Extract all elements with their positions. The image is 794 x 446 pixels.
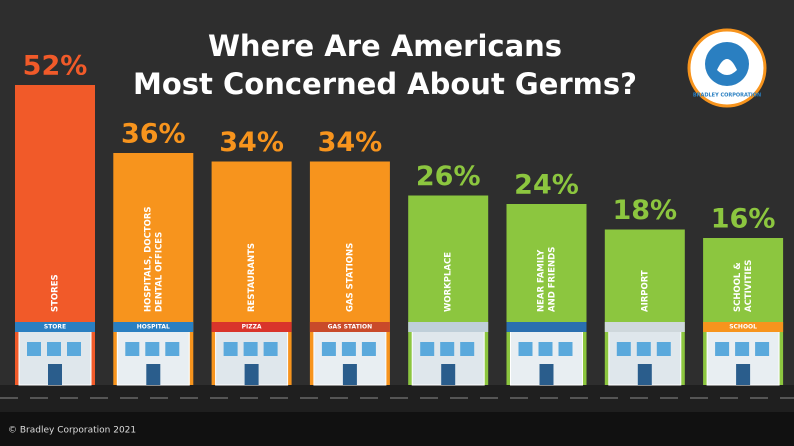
value-label: 52% <box>23 51 88 82</box>
category-label: SCHOOL & <box>733 262 743 312</box>
window <box>420 342 435 356</box>
window <box>636 342 651 356</box>
logo-text: BRADLEY CORPORATION <box>693 93 761 99</box>
building-roof <box>15 322 95 332</box>
door <box>539 364 554 385</box>
building-roof <box>113 322 194 332</box>
window <box>715 342 730 356</box>
door <box>146 364 161 385</box>
window <box>165 342 180 356</box>
value-label: 26% <box>416 161 481 192</box>
building-roof <box>703 322 784 332</box>
category-label: AND FRIENDS <box>548 247 558 312</box>
building-label: PIZZA <box>242 324 262 331</box>
building-roof <box>604 322 685 332</box>
window <box>518 342 533 356</box>
window <box>361 342 376 356</box>
value-label: 16% <box>711 204 776 235</box>
category-label: WORKPLACE <box>444 252 454 312</box>
window <box>243 342 258 356</box>
building-roof <box>506 322 587 332</box>
window <box>538 342 553 356</box>
category-label: GAS STATIONS <box>345 243 355 312</box>
window <box>341 342 356 356</box>
window <box>440 342 455 356</box>
window <box>321 342 336 356</box>
window <box>125 342 140 356</box>
category-label: HOSPITALS, DOCTORS <box>143 206 153 312</box>
window <box>145 342 160 356</box>
building-roof <box>408 322 489 332</box>
category-label: DENTAL OFFICES <box>154 232 164 312</box>
category-label: NEAR FAMILY <box>537 249 547 312</box>
value-label: 24% <box>514 170 579 201</box>
window <box>656 342 671 356</box>
window <box>735 342 750 356</box>
building-roof <box>211 322 292 332</box>
door <box>637 364 652 385</box>
value-label: 34% <box>219 127 284 158</box>
logo: BRADLEY CORPORATION <box>687 28 767 108</box>
window <box>67 342 81 356</box>
window <box>47 342 61 356</box>
chart-title: Most Concerned About Germs? <box>133 67 637 101</box>
window <box>27 342 41 356</box>
window <box>263 342 278 356</box>
door <box>48 364 62 385</box>
building-label: HOSPITAL <box>137 324 170 331</box>
building-roof <box>309 322 390 332</box>
window <box>616 342 631 356</box>
door <box>736 364 751 385</box>
value-label: 36% <box>121 119 186 150</box>
footer: © Bradley Corporation 2021 <box>8 426 136 436</box>
value-label: 34% <box>318 127 383 158</box>
window <box>223 342 238 356</box>
building-label: SCHOOL <box>729 324 757 331</box>
door <box>342 364 357 385</box>
category-label: STORES <box>51 274 61 312</box>
building-label: GAS STATION <box>328 324 373 331</box>
window <box>558 342 573 356</box>
category-label: AIRPORT <box>640 270 650 312</box>
door <box>244 364 259 385</box>
chart-title: Where Are Americans <box>208 29 562 63</box>
building-label: STORE <box>44 324 66 331</box>
value-label: 18% <box>612 195 677 226</box>
logo-hands <box>717 59 737 75</box>
window <box>755 342 770 356</box>
category-label: ACTIVITIES <box>744 260 754 312</box>
footer-bar <box>0 412 794 446</box>
category-label: RESTAURANTS <box>247 243 257 312</box>
door <box>441 364 456 385</box>
window <box>460 342 475 356</box>
